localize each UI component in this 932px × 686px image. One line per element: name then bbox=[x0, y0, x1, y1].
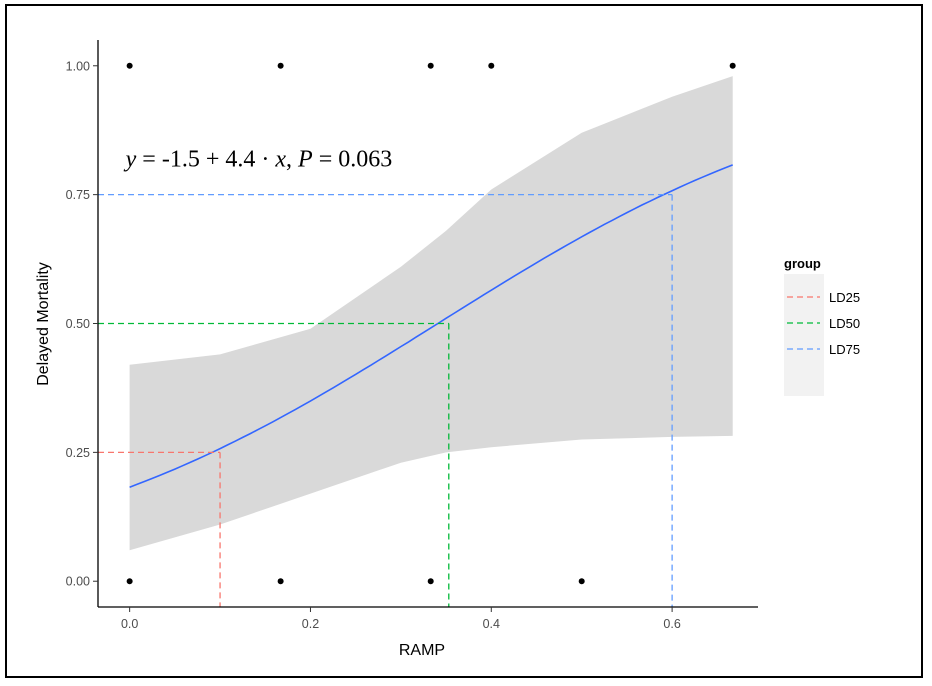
y-tick-label: 0.50 bbox=[66, 317, 90, 331]
equation-text: , bbox=[286, 146, 298, 172]
data-point bbox=[126, 62, 133, 69]
fit-line bbox=[129, 164, 733, 488]
x-ticks: 0.0 0.2 0.4 0.6 bbox=[121, 607, 681, 631]
data-points-layer bbox=[126, 62, 736, 585]
data-point bbox=[729, 62, 736, 69]
x-tick-label: 0.2 bbox=[302, 617, 319, 631]
y-axis-title: Delayed Mortality bbox=[35, 262, 52, 386]
equation-variable: x bbox=[274, 146, 286, 172]
x-tick-label: 0.0 bbox=[121, 617, 138, 631]
fit-line-layer bbox=[129, 164, 733, 488]
y-tick-label: 0.25 bbox=[66, 446, 90, 460]
y-tick-label: 0.00 bbox=[66, 575, 90, 589]
ld25-legend-label: LD25 bbox=[829, 290, 860, 305]
legend-title: group bbox=[784, 256, 821, 271]
ld75-legend-label: LD75 bbox=[829, 342, 860, 357]
y-ticks: 0.00 0.25 0.50 0.75 1.00 bbox=[66, 59, 98, 589]
data-point bbox=[427, 62, 434, 69]
y-tick-label: 0.75 bbox=[66, 188, 90, 202]
regression-equation: y = -1.5 + 4.4 · x, P = 0.063 bbox=[124, 146, 393, 172]
equation-text: = 0.063 bbox=[313, 146, 393, 172]
chart: 0.0 0.2 0.4 0.6 0.00 0.25 0.50 0.75 1.00 RAMP D… bbox=[35, 40, 860, 659]
x-tick-label: 0.4 bbox=[483, 617, 500, 631]
data-point bbox=[488, 62, 495, 69]
figure-frame: 0.0 0.2 0.4 0.6 0.00 0.25 0.50 0.75 1.00 RAMP D… bbox=[5, 4, 923, 678]
equation-variable: y bbox=[124, 146, 137, 172]
data-point bbox=[427, 578, 434, 585]
ld50-legend-label: LD50 bbox=[829, 316, 860, 331]
data-point bbox=[277, 578, 284, 585]
ld-guide-lines-layer bbox=[98, 193, 673, 607]
legend-key-background bbox=[784, 274, 824, 396]
legend: group LD25 LD50 LD75 bbox=[784, 256, 860, 396]
y-tick-label: 1.00 bbox=[66, 59, 90, 73]
data-point bbox=[277, 62, 284, 69]
x-axis-title: RAMP bbox=[399, 642, 445, 659]
equation-variable: P bbox=[297, 146, 313, 172]
equation-text: = -1.5 + 4.4 · bbox=[136, 146, 275, 172]
data-point bbox=[578, 578, 585, 585]
x-tick-label: 0.6 bbox=[663, 617, 680, 631]
data-point bbox=[126, 578, 133, 585]
